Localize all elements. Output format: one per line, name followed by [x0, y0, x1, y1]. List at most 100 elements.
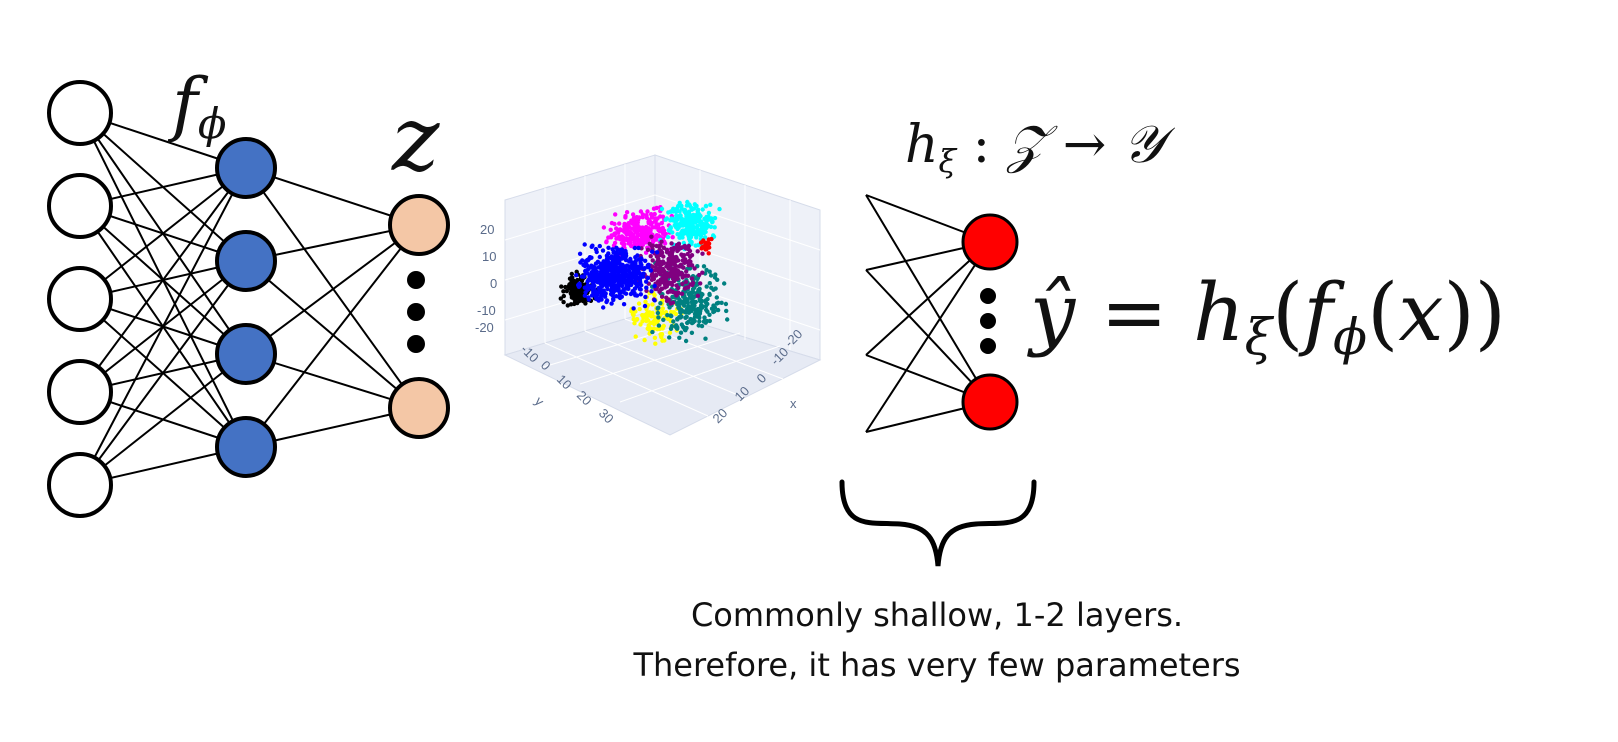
ellipsis-dot	[407, 303, 425, 321]
scatter-point	[669, 280, 674, 286]
scatter-point	[645, 209, 650, 214]
scatter-point	[671, 319, 676, 324]
scatter-point	[648, 268, 654, 273]
scatter-point	[704, 267, 709, 273]
scatter-point	[681, 253, 687, 258]
scatter-point	[704, 284, 709, 289]
scatter-point	[714, 301, 720, 306]
scatter-point	[652, 335, 658, 340]
scatter-point	[619, 265, 625, 271]
scatter-point	[689, 276, 695, 281]
scatter-point	[626, 268, 632, 274]
scatter-point	[675, 325, 680, 330]
scatter-point	[612, 221, 617, 227]
encoder-edge	[245, 167, 420, 409]
scatter-point	[640, 319, 645, 324]
scatter-point	[683, 297, 689, 303]
scatter-point	[644, 285, 649, 290]
scatter-point	[710, 219, 715, 225]
scatter-point	[665, 250, 670, 255]
scatter-point	[650, 258, 655, 263]
scatter-point	[689, 263, 695, 268]
scatter-point	[582, 242, 587, 247]
scatter-point	[655, 327, 660, 332]
scatter-point	[639, 242, 644, 247]
scatter-point	[673, 276, 678, 281]
scatter-point	[655, 310, 661, 316]
ellipsis-dots	[980, 288, 996, 354]
scatter-point	[640, 313, 645, 318]
scatter-point	[582, 293, 588, 298]
scatter-point	[665, 234, 671, 240]
scatter-point	[644, 317, 649, 322]
scatter-point	[666, 259, 671, 264]
output-node	[961, 213, 1019, 271]
scatter-point	[582, 297, 588, 303]
scatter-point	[636, 301, 642, 306]
scatter-point	[623, 291, 629, 296]
tick-label: -20	[475, 320, 494, 335]
scatter-point	[686, 285, 691, 290]
scatter-point	[703, 320, 708, 325]
scatter-point	[618, 227, 623, 232]
scatter-point	[699, 226, 704, 231]
scatter-point	[701, 230, 707, 236]
scatter-point	[636, 275, 641, 281]
scatter-point	[679, 307, 684, 313]
scatter-point	[656, 323, 662, 328]
scatter-point	[618, 236, 623, 242]
encoder-edge	[245, 224, 420, 448]
scatter-point	[669, 252, 674, 257]
scatter-point	[683, 279, 689, 285]
scatter-point	[650, 329, 655, 335]
scatter-point	[695, 293, 701, 298]
scatter-point	[561, 289, 566, 294]
encoder-label: fϕ	[167, 63, 227, 148]
scatter-point	[621, 238, 626, 243]
scatter-point	[623, 257, 629, 263]
scatter-point	[575, 300, 580, 306]
scatter-point	[594, 294, 599, 299]
scatter-point	[675, 232, 680, 237]
scatter-point	[660, 310, 665, 315]
scatter-point	[719, 300, 724, 305]
scatter-point	[702, 315, 707, 320]
scatter-point	[631, 306, 636, 311]
scatter-point	[675, 302, 680, 307]
scatter-point	[632, 245, 638, 251]
scatter-point	[689, 206, 695, 212]
scatter-point	[714, 295, 719, 300]
scatter-point	[637, 264, 642, 270]
scatter-point	[694, 230, 700, 236]
scatter-point	[665, 313, 670, 318]
tick-label: -10	[477, 303, 496, 318]
scatter-point	[715, 307, 721, 313]
scatter-point	[614, 226, 619, 231]
input-node	[47, 266, 113, 332]
tick-label: 10	[482, 249, 496, 264]
encoder-edge	[79, 353, 247, 486]
scatter-point	[598, 270, 603, 275]
scatter-point	[676, 258, 681, 263]
scatter-point	[578, 294, 583, 300]
scatter-point	[627, 236, 633, 241]
encoder-nodes	[47, 80, 450, 518]
scatter-point	[706, 214, 711, 219]
scatter-point	[644, 279, 649, 284]
scatter-point	[686, 227, 691, 232]
scatter-point	[629, 265, 635, 270]
scatter-point	[641, 266, 647, 272]
scatter-point	[583, 290, 588, 295]
scatter-point	[614, 236, 619, 241]
scatter-point	[695, 249, 700, 254]
scatter-point	[685, 199, 690, 205]
scatter-point	[689, 330, 695, 335]
scatter-point	[707, 281, 712, 286]
scatter-point	[684, 269, 689, 274]
scatter-point	[703, 336, 708, 341]
scatter-point	[617, 248, 622, 253]
scatter-point	[643, 232, 648, 238]
encoder-network: fϕ z	[47, 63, 450, 518]
axis-label: y	[532, 394, 548, 410]
scatter-point	[686, 234, 692, 239]
